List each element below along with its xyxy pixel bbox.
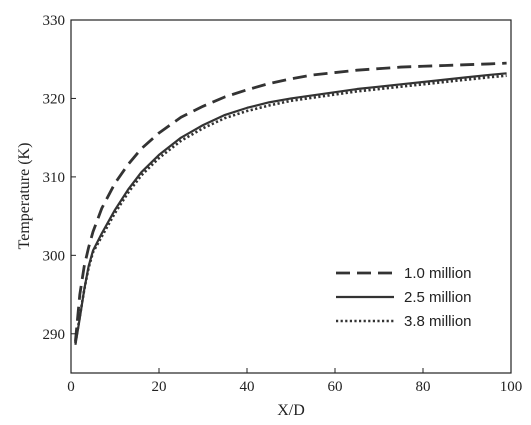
legend-label-3: 3.8 million <box>404 313 472 330</box>
x-tick-label: 100 <box>500 379 523 395</box>
series-line-3 <box>74 74 507 344</box>
y-tick-label: 290 <box>43 327 66 343</box>
x-tick-label: 80 <box>416 379 431 395</box>
tick-layer: 0 20 40 60 80 100 290 300 310 320 330 <box>43 13 523 395</box>
y-tick-label: 330 <box>43 13 66 29</box>
x-tick-label: 20 <box>152 379 167 395</box>
x-tick-label: 60 <box>328 379 343 395</box>
y-axis-label: Temperature (K) <box>16 143 33 250</box>
legend: 1.0 million 2.5 million 3.8 million <box>336 265 472 330</box>
x-tick-label: 40 <box>240 379 255 395</box>
plot-frame <box>70 19 512 374</box>
x-tick-label: 0 <box>67 379 75 395</box>
series-line-1 <box>74 61 507 342</box>
y-tick-label: 310 <box>43 170 66 186</box>
y-tick-label: 320 <box>43 91 66 107</box>
x-axis-label: X/D <box>277 402 305 419</box>
legend-label-1: 1.0 million <box>404 265 472 282</box>
legend-label-2: 2.5 million <box>404 289 472 306</box>
y-tick-label: 300 <box>43 248 66 264</box>
series-layer <box>74 61 507 345</box>
